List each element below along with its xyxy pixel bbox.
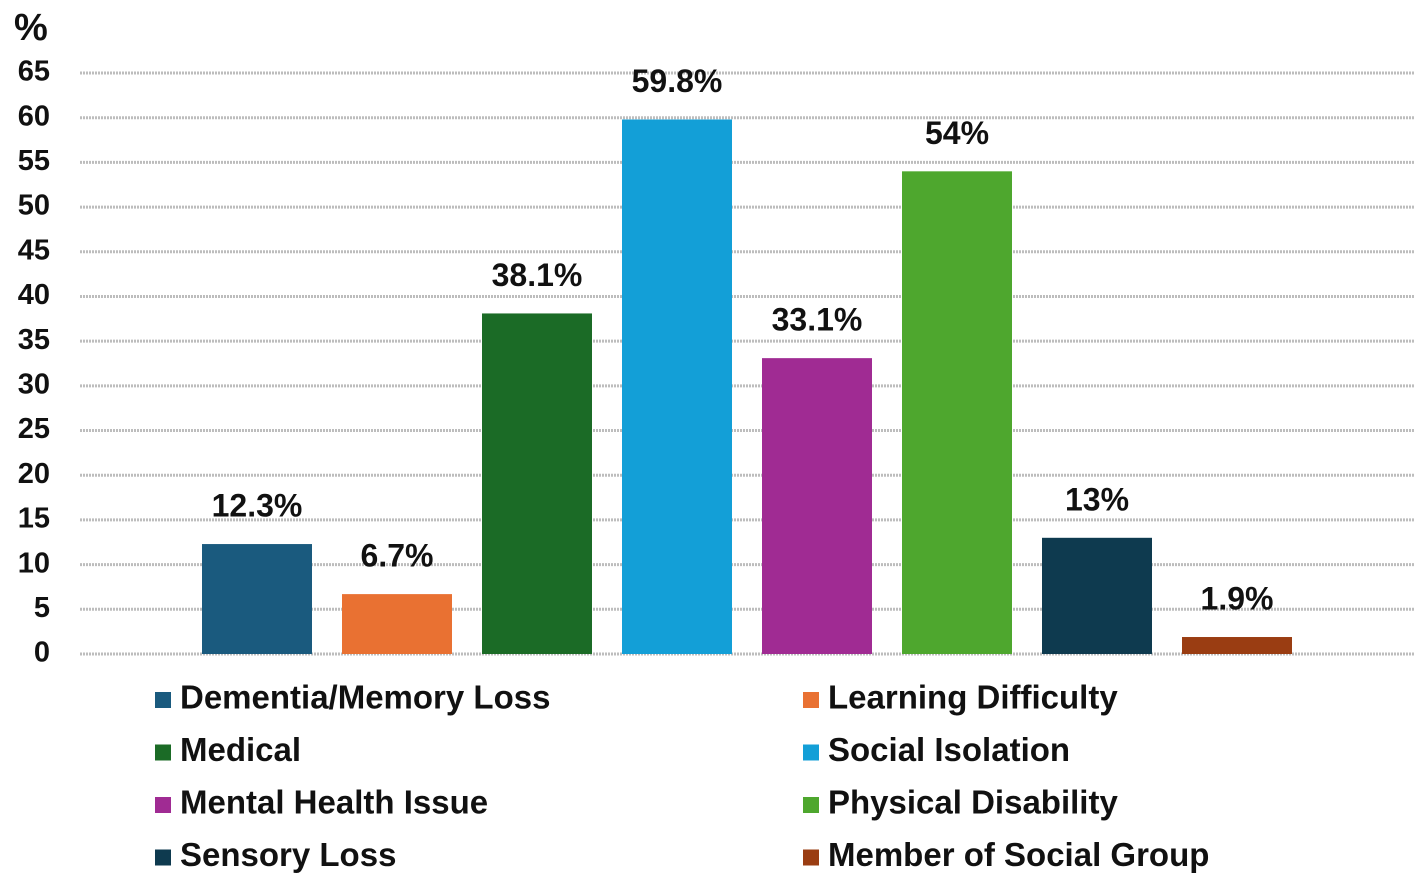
legend-label: Learning Difficulty [828, 679, 1118, 716]
legend-swatch [155, 744, 171, 761]
legend-label: Member of Social Group [828, 836, 1209, 873]
data-label: 54% [925, 115, 989, 151]
legend-label: Medical [180, 731, 301, 768]
legend-label: Social Isolation [828, 731, 1070, 768]
bar [902, 171, 1012, 655]
data-label: 13% [1065, 481, 1129, 517]
legend-label: Physical Disability [828, 784, 1118, 821]
bar [342, 594, 452, 654]
bar [202, 544, 312, 654]
y-tick-label: 55 [18, 145, 50, 177]
y-tick-label: 30 [18, 369, 50, 401]
data-label: 1.9% [1201, 580, 1274, 616]
bar [1182, 637, 1292, 654]
data-label: 59.8% [632, 63, 723, 99]
y-tick-label: 15 [18, 503, 50, 535]
legend-label: Sensory Loss [180, 836, 396, 873]
legend-swatch [155, 849, 171, 866]
legend-swatch [155, 797, 171, 813]
y-tick-label: 35 [18, 324, 50, 356]
bar [762, 358, 872, 654]
y-tick-label: 20 [18, 458, 50, 490]
bar [1042, 537, 1152, 654]
data-label: 38.1% [492, 257, 583, 293]
y-tick-label: 10 [18, 547, 50, 579]
y-tick-label: 0 [34, 637, 50, 669]
legend-swatch [803, 797, 819, 813]
legend-label: Dementia/Memory Loss [180, 679, 550, 716]
legend-swatch [155, 692, 171, 708]
bar [482, 313, 592, 654]
y-tick-label: 45 [18, 234, 50, 266]
data-label: 12.3% [212, 488, 303, 524]
y-tick-label: 50 [18, 190, 50, 222]
y-tick-label: 25 [18, 413, 50, 445]
legend-swatch [803, 692, 819, 708]
y-tick-label: 40 [18, 279, 50, 311]
legend-swatch [803, 849, 819, 866]
legend-swatch [803, 744, 819, 761]
y-tick-label: 65 [18, 56, 50, 88]
y-axis-label: % [14, 7, 48, 49]
y-tick-label: 60 [18, 100, 50, 132]
bar [622, 119, 732, 655]
data-label: 33.1% [772, 302, 863, 338]
data-label: 6.7% [361, 538, 434, 574]
y-tick-label: 5 [34, 592, 50, 624]
legend-label: Mental Health Issue [180, 784, 488, 821]
